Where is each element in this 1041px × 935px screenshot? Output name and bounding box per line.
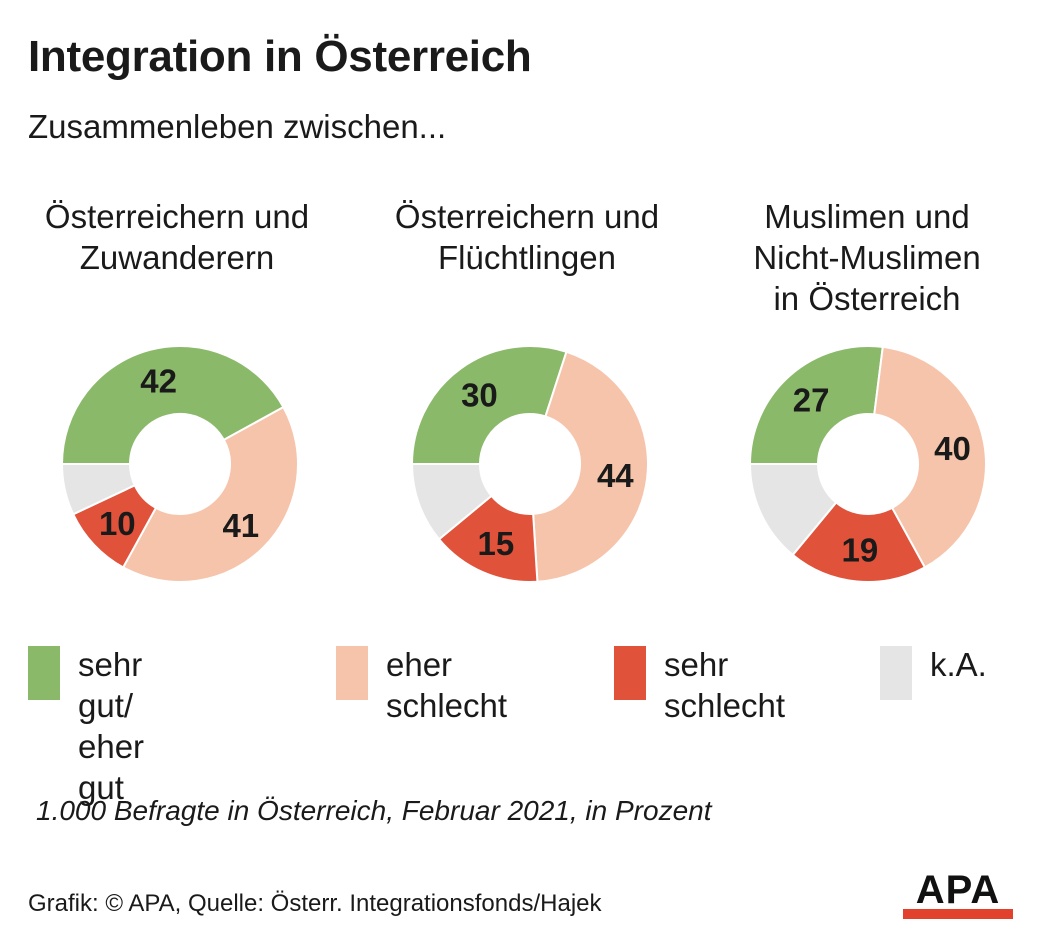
footnote: 1.000 Befragte in Österreich, Februar 20… xyxy=(36,795,712,826)
donut-3-label-sehr-schlecht: 19 xyxy=(842,532,879,569)
donut-1-slice-eher-schlecht xyxy=(121,405,299,583)
donut-1-slice-ka xyxy=(60,463,137,516)
donut-2-slice-ka xyxy=(410,463,493,541)
legend-label-sehr-gut: sehr gut/ eher gut xyxy=(78,646,145,806)
donut-3-label-eher-schlecht: 40 xyxy=(934,430,971,467)
source-credit: Grafik: © APA, Quelle: Österr. Integrati… xyxy=(28,890,602,917)
donut-3-heading: Muslimen und Nicht-Muslimen in Österreic… xyxy=(753,198,981,317)
donut-2-heading: Österreichern und Flüchtlingen xyxy=(394,198,660,276)
donut-2-slice-sehr-gut xyxy=(410,345,568,465)
donut-2-slice-sehr-schlecht xyxy=(437,494,539,583)
apa-logo-text: APA xyxy=(915,868,1001,912)
donut-1-heading: Österreichern und Zuwanderern xyxy=(44,198,310,276)
legend-swatch-ka xyxy=(880,646,912,700)
donut-2-label-eher-schlecht: 44 xyxy=(597,457,634,494)
legend-label-eher-schlecht: eher schlecht xyxy=(386,646,508,724)
donut-3-label-sehr-gut: 27 xyxy=(793,381,830,418)
donut-3-slice-sehr-gut xyxy=(748,345,884,465)
chart-title: Integration in Österreich xyxy=(28,32,532,81)
chart-subtitle: Zusammenleben zwischen... xyxy=(28,108,447,145)
apa-logo-bar xyxy=(903,909,1013,919)
legend-swatch-sehr-schlecht xyxy=(614,646,646,700)
donut-1-slice-sehr-gut xyxy=(60,345,285,465)
donut-3-slice-eher-schlecht xyxy=(873,345,987,569)
donut-2-label-sehr-schlecht: 15 xyxy=(477,525,514,562)
donut-2-label-sehr-gut: 30 xyxy=(461,376,498,413)
legend-label-ka: k.A. xyxy=(930,646,987,683)
donut-3-slice-ka xyxy=(748,463,838,557)
legend-swatch-eher-schlecht xyxy=(336,646,368,700)
legend-label-sehr-schlecht: sehr schlecht xyxy=(664,646,786,724)
legend-swatch-sehr-gut xyxy=(28,646,60,700)
donut-2-slice-eher-schlecht xyxy=(532,350,649,583)
donut-1-label-sehr-gut: 42 xyxy=(140,363,177,400)
donut-3-slice-sehr-schlecht xyxy=(791,501,927,583)
donut-1-label-sehr-schlecht: 10 xyxy=(99,505,136,542)
donut-1-label-eher-schlecht: 41 xyxy=(222,507,259,544)
apa-logo: APA xyxy=(903,868,1013,919)
